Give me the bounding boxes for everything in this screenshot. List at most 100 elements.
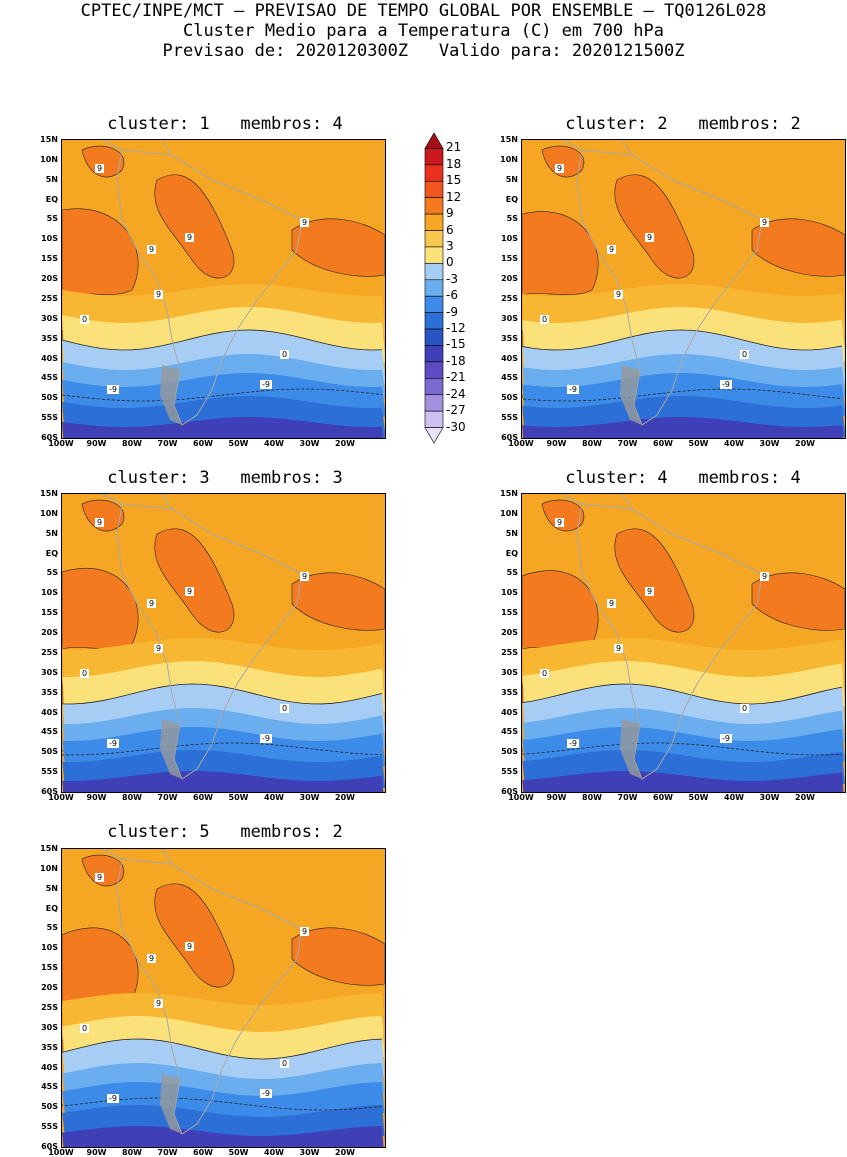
panel-1-lat-label: 15N [40,135,58,144]
contour-label-minus9-east: -9 [260,734,272,743]
contour-label-9-1: 9 [555,518,565,527]
colorbar-svg [424,132,444,444]
panel-4-map: 9 9 9 9 9 0 0 -9 -9 [521,493,846,793]
panel-5-lon-label: 100W [48,1148,74,1157]
colorbar: 21 18 15 12 9 6 3 0 -3 -6 -9 -12 -15 -18 -21 -24 -27 -30 [424,132,484,444]
panel-3-title: cluster: 3 membros: 3 [107,468,343,488]
colorbar-segment [424,197,444,215]
colorbar-segment [424,246,444,264]
panel-3-lat-label: 35S [41,687,58,697]
contour-label-9-1: 9 [95,164,105,173]
colorbar-tick-label: -3 [446,271,458,286]
colorbar-segment [424,148,444,166]
panel-4-lon-label: 80W [582,793,602,802]
panel-4-lat-label: 55S [501,767,518,777]
contour-label-0-east: 0 [280,1059,290,1068]
field-above-9-east [291,927,385,986]
colorbar-tick-label: -18 [446,353,466,368]
contour-label-9-3: 9 [185,587,195,596]
colorbar-segment [424,312,444,330]
panel-2-lat-label: 10S [501,234,518,244]
panel-4-lat-label: EQ [505,548,518,558]
colorbar-arrow-bottom [424,427,444,444]
contour-label-minus9-east: -9 [720,380,732,389]
panel-2-lat-label: 45S [501,373,518,383]
panel-3-lon-label: 70W [157,793,178,802]
field-above-9-west [522,211,599,296]
panel-2-lat-label: 25S [501,293,518,303]
panel-3-lon-label: 40W [264,793,284,802]
colorbar-arrow-top [424,132,444,149]
panel-3-lat-label: 45S [41,727,58,737]
panel-5-title: cluster: 5 membros: 2 [107,822,343,842]
panel-3-lon-label: 30W [299,793,320,802]
panel-4-lat-label: 60S [501,787,518,796]
colorbar-tick-label: -15 [446,337,466,352]
contour-minus9 [522,742,843,756]
panel-3-lat-label: 20S [41,628,58,638]
panel-4-lat-label: 5S [506,568,518,578]
panel-1-lat-label: 45S [41,373,58,383]
panel-4-lat-label: 25S [501,647,518,657]
field-above-9-central [614,174,695,279]
panel-4-lat-label: 35S [501,687,518,697]
panel-5-lat-label: 5S [46,923,58,933]
contour-label-9-2: 9 [607,245,617,254]
panel-2-lon-label: 100W [508,439,534,448]
contour-label-9-4: 9 [154,999,164,1008]
contour-0 [62,683,383,705]
panel-1-lat-label: 55S [41,413,58,423]
contour-label-9-3: 9 [185,233,195,242]
colorbar-segment [424,279,444,297]
panel-1-lat-label: 15S [41,254,58,264]
field-below-minus12 [522,417,844,438]
panel-3-map: 9 9 9 9 9 0 0 -9 -9 [61,493,386,793]
panel-1-lat-label: 50S [41,393,58,403]
header-line-1: CPTEC/INPE/MCT – PREVISAO DE TEMPO GLOBA… [80,1,767,21]
colorbar-tick-label: -24 [446,386,466,401]
panel-4-lat-label: 15N [500,489,518,498]
panel-1-lat-label: 5N [45,174,58,184]
contour-label-9-2: 9 [607,599,617,608]
panel-5-field [62,849,385,1147]
panel-2-lon-label: 70W [617,439,638,448]
contour-label-9-5: 9 [300,572,310,581]
panel-4-lon-label: 100W [508,793,534,802]
contour-label-minus9: -9 [567,739,579,748]
contour-label-0: 0 [80,1024,90,1033]
colorbar-tick-label: 21 [446,140,462,155]
field-above-9-north [541,499,585,532]
patagonia-shade [160,365,182,425]
continent-outline [576,149,763,426]
contour-label-0-east: 0 [280,704,290,713]
panel-5-lat-label: 5N [45,883,58,893]
contour-label-9-2: 9 [147,599,157,608]
contour-label-9-2: 9 [147,954,157,963]
panel-3-lon-label: 50W [228,793,249,802]
panel-3-lon-label: 20W [335,793,355,802]
colorbar-segment [424,361,444,379]
contour-label-minus9-east: -9 [260,380,272,389]
panel-4-lat-label: 5N [505,528,518,538]
field-below-minus12 [522,771,844,792]
panel-1-lon-label: 40W [264,439,284,448]
panel-1-lon-label: 20W [335,439,355,448]
colorbar-tick-label: -9 [446,304,458,319]
central-america-outline [101,849,173,865]
colorbar-tick-label: -6 [446,288,458,303]
panel-1-lat-label: 5S [46,214,58,224]
panel-2-title: cluster: 2 membros: 2 [565,114,801,134]
panel-1-map: 9 9 9 9 9 0 0 -9 -9 [61,139,386,439]
contour-label-9-5: 9 [760,572,770,581]
contour-label-9-3: 9 [645,233,655,242]
contour-label-9-3: 9 [645,587,655,596]
panel-2-lat-label: 60S [501,433,518,442]
contour-0 [522,683,843,705]
colorbar-tick-label: -21 [446,370,466,385]
continent-outline [116,503,303,780]
panel-5-lat-label: 15N [40,844,58,853]
panel-2-lat-label: 40S [501,353,518,363]
panel-4-lon-label: 90W [546,793,567,802]
panel-4-lat-label: 10S [501,588,518,598]
panel-5-lon-label: 70W [157,1148,178,1157]
